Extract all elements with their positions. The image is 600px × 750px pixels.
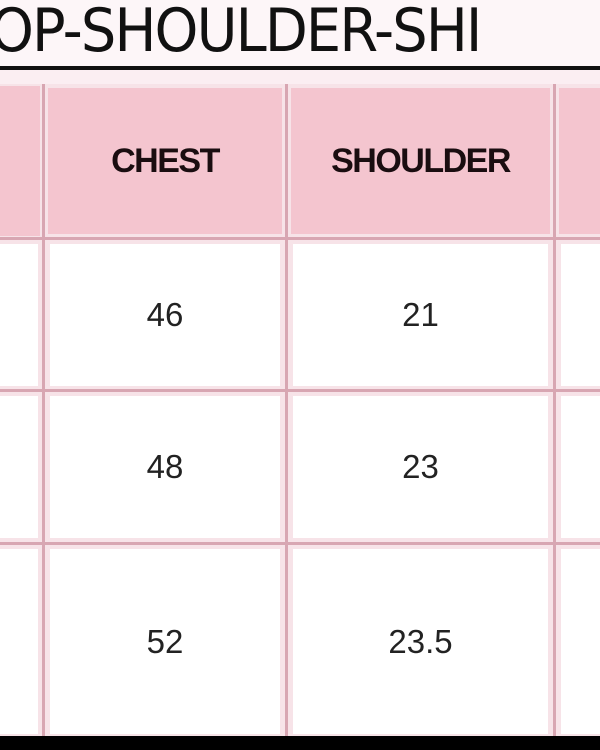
header-cell-size — [0, 86, 40, 236]
cell-value: 21 — [402, 296, 439, 333]
table-cell-shoulder: 23.5 — [293, 549, 548, 734]
cell-value: 48 — [146, 448, 184, 485]
header-label-chest: CHEST — [111, 141, 220, 180]
table-cell — [561, 549, 600, 734]
table-cell — [0, 244, 38, 386]
header-cell-next — [559, 88, 600, 234]
bottom-black-bar — [0, 736, 600, 750]
column-divider — [553, 84, 556, 736]
column-divider — [42, 84, 45, 736]
table-cell-shoulder: 21 — [293, 244, 548, 386]
table-cell-chest: 52 — [50, 549, 280, 734]
column-divider — [285, 84, 288, 736]
header-cell-chest: CHEST — [48, 88, 282, 234]
row-divider — [0, 542, 600, 545]
cell-value: 46 — [146, 296, 184, 333]
table-cell — [0, 549, 38, 734]
table-cell-chest: 46 — [50, 244, 280, 386]
table-cell-chest: 48 — [50, 396, 280, 538]
row-divider — [0, 237, 600, 240]
header-label-shoulder: SHOULDER — [331, 141, 511, 180]
title-underline — [0, 66, 600, 70]
table-cell-shoulder: 23 — [293, 396, 548, 538]
row-divider — [0, 389, 600, 392]
table-cell — [0, 396, 38, 538]
table-cell — [561, 244, 600, 386]
chart-title: OP-SHOULDER-SHI — [0, 0, 482, 66]
cell-value: 52 — [146, 622, 184, 660]
header-cell-shoulder: SHOULDER — [291, 88, 550, 234]
title-spacer — [0, 70, 600, 84]
table-cell — [561, 396, 600, 538]
cell-value: 23 — [402, 448, 439, 485]
cell-value: 23.5 — [388, 622, 453, 660]
